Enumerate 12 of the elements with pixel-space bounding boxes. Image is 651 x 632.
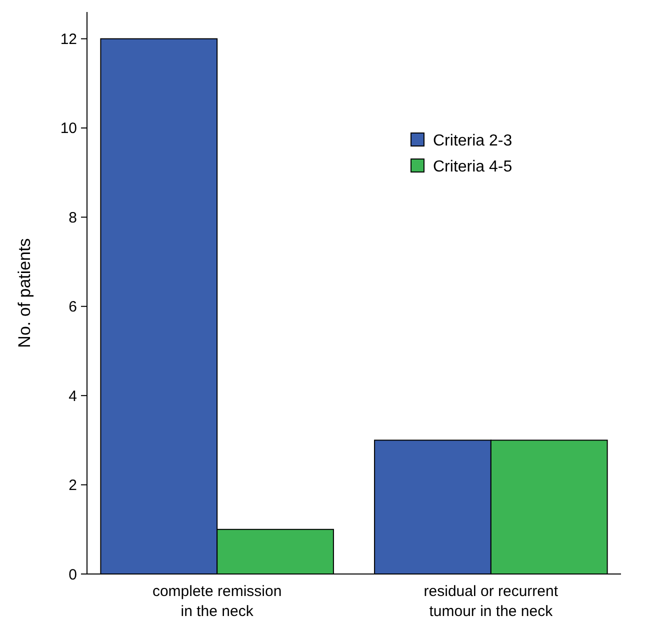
y-tick-label: 2 <box>68 477 77 494</box>
x-tick-label: residual or recurrent tumour in the neck <box>424 583 559 620</box>
y-tick-label: 10 <box>60 120 77 138</box>
y-tick-label: 8 <box>68 209 77 226</box>
y-tick-label: 6 <box>68 298 77 316</box>
x-tick-label: complete remission in the neck <box>152 583 282 620</box>
y-axis-title: No. of patients <box>15 238 34 348</box>
y-tick-label: 12 <box>60 31 77 48</box>
legend-label: Criteria 2-3 <box>433 132 512 150</box>
y-tick-label: 0 <box>68 566 77 584</box>
y-tick-label: 4 <box>68 388 77 405</box>
legend-label: Criteria 4-5 <box>433 158 512 176</box>
